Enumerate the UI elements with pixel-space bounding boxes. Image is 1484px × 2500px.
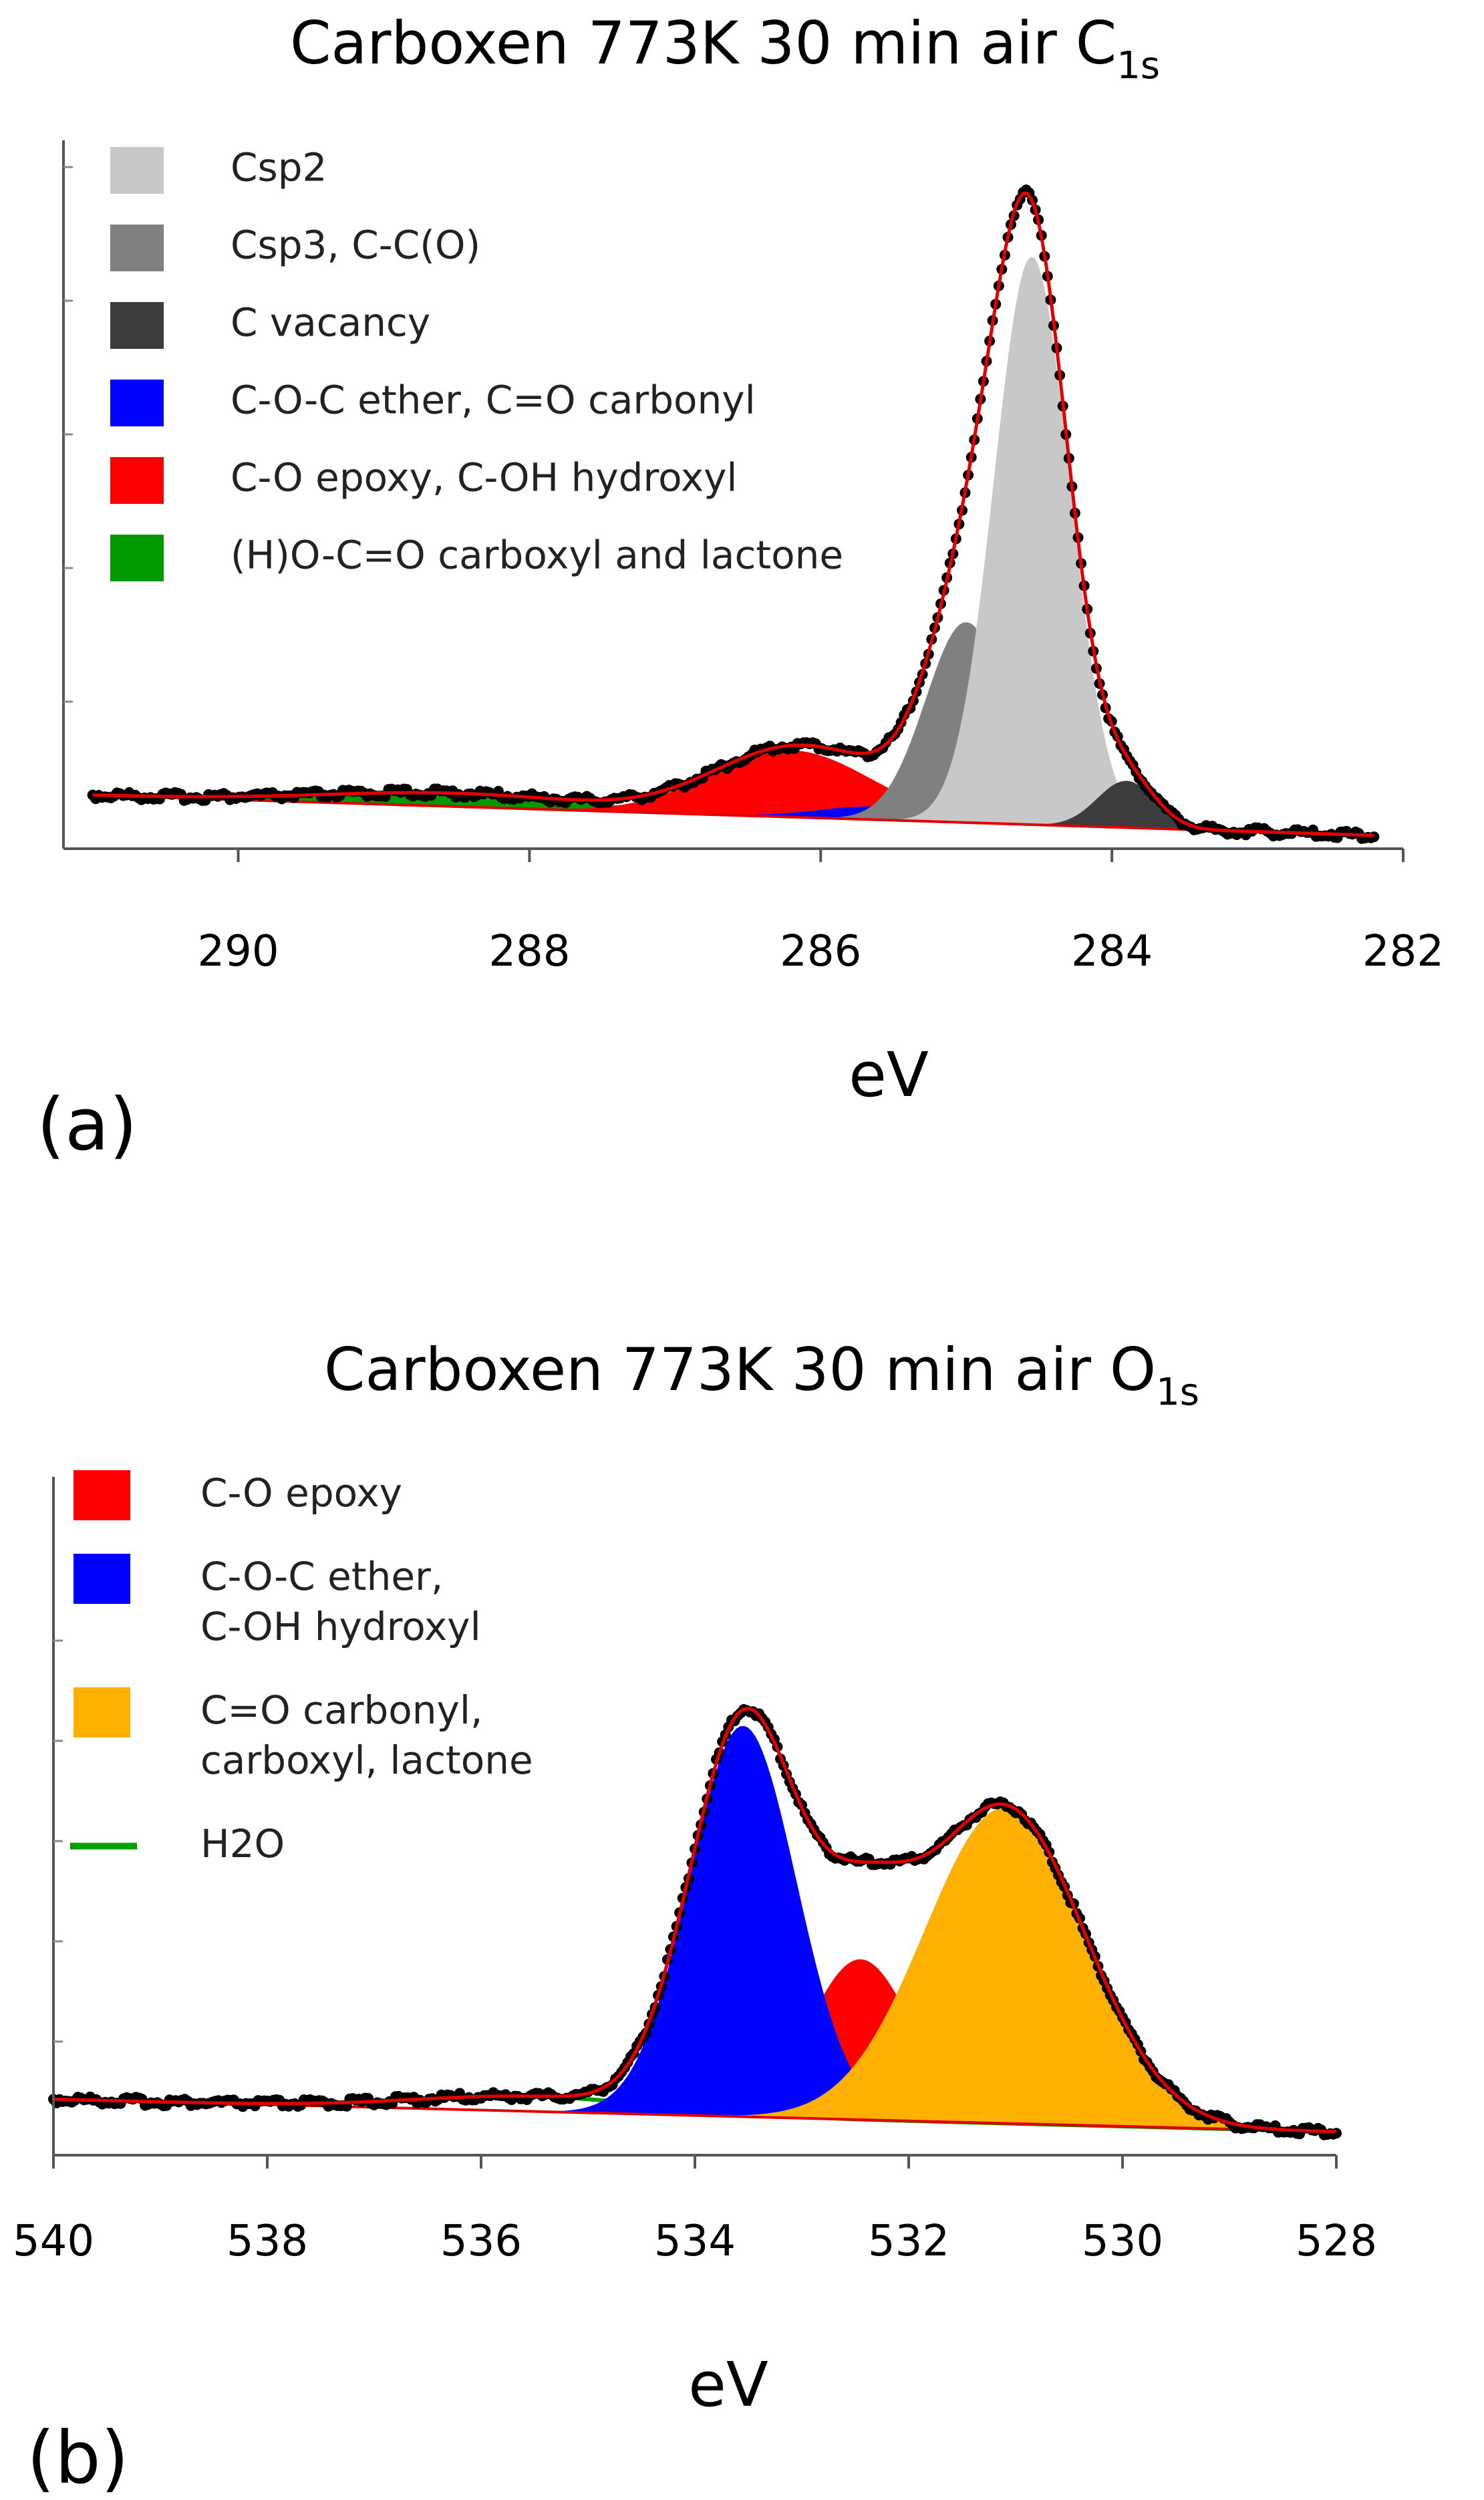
chart-a-xtick-label-4: 282 — [1362, 927, 1444, 976]
chart-a-panel-label: (a) — [37, 1083, 137, 1167]
chart-b-legend-item-2: C=O carbonyl, carboxyl, lactone — [73, 1687, 533, 1783]
chart-a-legend-item-5: (H)O-C=O carboxyl and lactone — [110, 532, 843, 581]
chart-b-legend-label-0: C-O epoxy — [200, 1470, 402, 1516]
chart-b-x-label: eV — [688, 2349, 768, 2420]
chart-b-xtick-label-4: 532 — [868, 2217, 949, 2266]
chart-a-legend-item-2: C vacancy — [110, 299, 430, 349]
chart-a-component-4 — [92, 257, 1374, 836]
chart-a-legend: Csp2 Csp3, C-C(O) C vacancy C-O-C ether, C=… — [110, 144, 843, 581]
chart-a-legend-label-1: Csp3, C-C(O) — [231, 222, 480, 267]
chart-b-ticks: 540 538 536 534 532 530 528 — [13, 1639, 1377, 2266]
chart-a-xtick-label-1: 288 — [488, 927, 570, 976]
chart-a-xtick-label-0: 290 — [197, 927, 279, 976]
chart-a-legend-swatch-0 — [110, 147, 164, 194]
chart-a-legend-swatch-5 — [110, 535, 164, 581]
chart-a-legend-item-0: Csp2 — [110, 144, 327, 194]
chart-a-plot-area — [87, 184, 1380, 844]
chart-a-legend-swatch-2 — [110, 302, 164, 349]
chart-b-legend-label-1: C-O-C ether, — [200, 1554, 443, 1599]
chart-b-xtick-label-1: 538 — [227, 2217, 308, 2266]
chart-a-data-points — [87, 184, 1380, 844]
chart-b-xtick-label-6: 528 — [1296, 2217, 1377, 2266]
chart-a-legend-item-4: C-O epoxy, C-OH hydroxyl — [110, 454, 738, 504]
chart-a-envelope — [92, 191, 1374, 837]
chart-a-legend-label-4: C-O epoxy, C-OH hydroxyl — [231, 454, 738, 500]
chart-b-legend-item-0: C-O epoxy — [73, 1470, 402, 1520]
chart-b-component-2 — [53, 1725, 1336, 2132]
chart-panel-a: Carboxen 773K 30 min air C1s 290 288 286 28… — [37, 9, 1444, 1167]
chart-b-xtick-label-2: 536 — [440, 2217, 522, 2266]
chart-a-legend-item-3: C-O-C ether, C=O carbonyl — [110, 377, 756, 426]
chart-b-legend-label-2: C=O carbonyl, — [200, 1687, 482, 1733]
chart-b-legend-item-3: H2O — [70, 1821, 285, 1866]
chart-b-plot-area — [48, 1704, 1342, 2140]
chart-a-legend-swatch-4 — [110, 457, 164, 504]
chart-b-legend-label2-2: carboxyl, lactone — [200, 1738, 533, 1783]
chart-a-component-5 — [92, 781, 1374, 835]
chart-b-panel-label: (b) — [27, 2416, 129, 2500]
chart-panel-b: Carboxen 773K 30 min air O1s 540 538 536 53… — [13, 1335, 1377, 2500]
chart-a-xtick-label-2: 286 — [780, 927, 861, 976]
chart-a-component-1 — [92, 750, 1374, 835]
chart-b-legend-swatch-0 — [73, 1470, 130, 1520]
chart-b-envelope — [53, 1706, 1337, 2134]
chart-a-legend-label-5: (H)O-C=O carboxyl and lactone — [231, 532, 843, 577]
chart-a-axes — [62, 140, 1403, 850]
chart-b-legend-swatch-1 — [73, 1554, 130, 1604]
chart-a-title: Carboxen 773K 30 min air C1s — [290, 9, 1160, 88]
chart-b-title: Carboxen 773K 30 min air O1s — [324, 1335, 1199, 1414]
chart-b-legend-swatch-2 — [73, 1687, 130, 1738]
chart-a-legend-label-2: C vacancy — [231, 299, 430, 345]
chart-a-x-label: eV — [849, 1039, 929, 1111]
chart-a-ticks: 290 288 286 284 282 — [63, 166, 1444, 976]
chart-b-component-3 — [53, 1807, 1336, 2132]
chart-b-legend-label2-1: C-OH hydroxyl — [200, 1604, 481, 1649]
chart-b-xtick-label-5: 530 — [1082, 2217, 1163, 2266]
chart-b-xtick-label-0: 540 — [13, 2217, 94, 2266]
chart-a-legend-swatch-1 — [110, 225, 164, 271]
chart-a-baseline — [92, 794, 1374, 837]
chart-b-legend: C-O epoxy C-O-C ether, C-OH hydroxyl C=O ca… — [70, 1470, 533, 1866]
chart-b-xtick-label-3: 534 — [654, 2217, 736, 2266]
chart-a-legend-label-0: Csp2 — [231, 144, 327, 190]
chart-b-legend-label-3: H2O — [200, 1821, 285, 1866]
chart-b-legend-item-1: C-O-C ether, C-OH hydroxyl — [73, 1554, 481, 1649]
chart-a-legend-label-3: C-O-C ether, C=O carbonyl — [231, 377, 756, 422]
chart-a-legend-swatch-3 — [110, 380, 164, 426]
chart-a-xtick-label-3: 284 — [1071, 927, 1153, 976]
chart-a-legend-item-1: Csp3, C-C(O) — [110, 222, 480, 271]
